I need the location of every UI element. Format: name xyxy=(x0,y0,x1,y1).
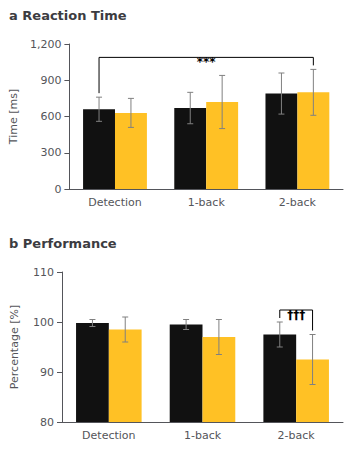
svg-text:Percentage [%]: Percentage [%] xyxy=(8,305,21,389)
svg-text:300: 300 xyxy=(40,146,61,159)
svg-text:600: 600 xyxy=(40,110,61,123)
svg-text:100: 100 xyxy=(33,316,54,329)
svg-text:2-back: 2-back xyxy=(279,196,317,209)
svg-text:110: 110 xyxy=(33,266,54,279)
svg-text:90: 90 xyxy=(40,366,54,379)
svg-text:b Performance: b Performance xyxy=(9,236,117,251)
svg-text:900: 900 xyxy=(40,74,61,87)
svg-text:1-back: 1-back xyxy=(184,429,222,442)
svg-text:0: 0 xyxy=(54,183,61,196)
svg-text:1-back: 1-back xyxy=(188,196,226,209)
svg-text:80: 80 xyxy=(40,416,54,429)
svg-text:Time [ms]: Time [ms] xyxy=(7,89,20,145)
svg-text:***: *** xyxy=(197,55,217,69)
svg-text:2-back: 2-back xyxy=(278,429,316,442)
svg-text:1,200: 1,200 xyxy=(30,38,62,51)
svg-text:a Reaction Time: a Reaction Time xyxy=(9,8,127,23)
svg-text:†††: ††† xyxy=(287,308,305,322)
svg-text:Detection: Detection xyxy=(82,429,135,442)
svg-text:Detection: Detection xyxy=(88,196,141,209)
